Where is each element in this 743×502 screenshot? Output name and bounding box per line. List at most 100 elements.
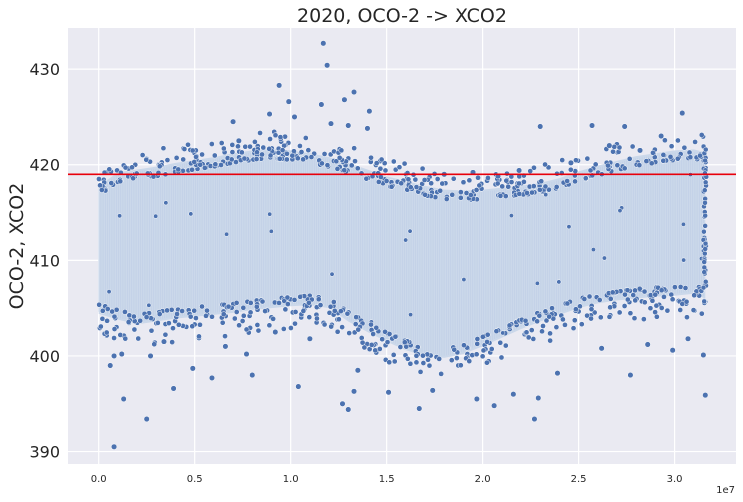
data-point [291, 297, 298, 303]
data-point [314, 315, 320, 322]
data-point [592, 161, 599, 168]
data-point [498, 354, 505, 361]
data-point [457, 362, 464, 369]
data-point [403, 237, 409, 243]
data-point [401, 160, 408, 167]
data-point [106, 166, 113, 173]
data-point [540, 323, 546, 329]
data-point [96, 301, 103, 308]
data-point [466, 177, 473, 184]
data-point [516, 191, 523, 197]
data-point [596, 297, 603, 303]
data-point [308, 154, 315, 160]
data-point [381, 160, 388, 166]
data-point [632, 297, 639, 304]
data-point [529, 189, 535, 196]
data-point [502, 342, 509, 349]
data-point [420, 360, 427, 366]
data-point [702, 246, 708, 252]
data-point [212, 161, 219, 168]
data-point [164, 307, 170, 314]
data-point [222, 343, 229, 350]
data-point [664, 307, 671, 314]
data-point [436, 356, 443, 362]
chart-title: 2020, OCO-2 -> XCO2 [297, 5, 507, 27]
data-point [361, 344, 368, 351]
data-point [156, 163, 163, 170]
data-point [499, 183, 506, 190]
data-point [588, 122, 596, 129]
data-point [677, 307, 684, 313]
data-point [564, 178, 571, 184]
data-point [658, 287, 665, 294]
data-point [648, 160, 655, 167]
data-point [267, 136, 273, 142]
data-point [702, 392, 709, 399]
data-point [643, 158, 650, 164]
data-point [228, 156, 235, 163]
data-point [631, 315, 638, 322]
data-point [229, 142, 236, 148]
y-tick-label: 430 [29, 60, 60, 79]
data-point [268, 228, 274, 234]
data-point [247, 309, 254, 316]
x-tick-label: 1.5 [379, 474, 395, 485]
data-point [284, 150, 290, 157]
data-point [479, 353, 486, 360]
data-point [391, 358, 398, 365]
data-point [488, 346, 495, 352]
data-point [597, 314, 604, 321]
data-point [503, 177, 510, 184]
data-point [235, 143, 241, 150]
x-tick-label: 1.0 [283, 474, 299, 485]
data-point [189, 365, 196, 372]
data-point [681, 257, 687, 263]
data-point [233, 159, 239, 165]
data-point [229, 149, 236, 155]
data-point [262, 308, 268, 314]
data-point [241, 155, 248, 162]
data-point [500, 330, 506, 336]
data-point [208, 374, 216, 381]
data-point [306, 314, 313, 321]
data-point [328, 323, 335, 330]
data-point [154, 320, 161, 326]
data-point [199, 151, 205, 158]
data-point [378, 174, 384, 180]
data-point [679, 110, 686, 117]
data-point [243, 326, 250, 333]
data-point [378, 156, 385, 163]
data-point [329, 271, 335, 277]
data-point [457, 194, 464, 201]
data-point [131, 318, 138, 324]
data-point [653, 302, 660, 309]
data-point [252, 139, 258, 145]
data-point [254, 322, 261, 328]
data-point [407, 360, 414, 367]
data-point [702, 212, 708, 219]
data-point [386, 331, 393, 337]
data-point [382, 328, 388, 335]
data-point [164, 157, 171, 163]
data-point [175, 166, 182, 173]
data-point [508, 213, 514, 219]
data-point [476, 182, 483, 189]
data-point [448, 357, 455, 364]
data-point [122, 164, 129, 171]
data-point [543, 317, 550, 324]
data-point [156, 311, 163, 317]
data-point [321, 151, 328, 157]
data-point [327, 303, 334, 310]
data-point [235, 137, 242, 144]
data-point [321, 321, 328, 328]
data-point [468, 192, 474, 198]
data-point [606, 314, 613, 320]
data-point [422, 191, 428, 198]
data-point [317, 302, 324, 308]
data-point [292, 309, 299, 315]
y-axis-ticks: 390 400 410 420 430 [29, 60, 60, 461]
data-point [385, 389, 392, 396]
data-point [373, 160, 380, 167]
data-point [607, 304, 613, 311]
data-point [658, 132, 665, 140]
